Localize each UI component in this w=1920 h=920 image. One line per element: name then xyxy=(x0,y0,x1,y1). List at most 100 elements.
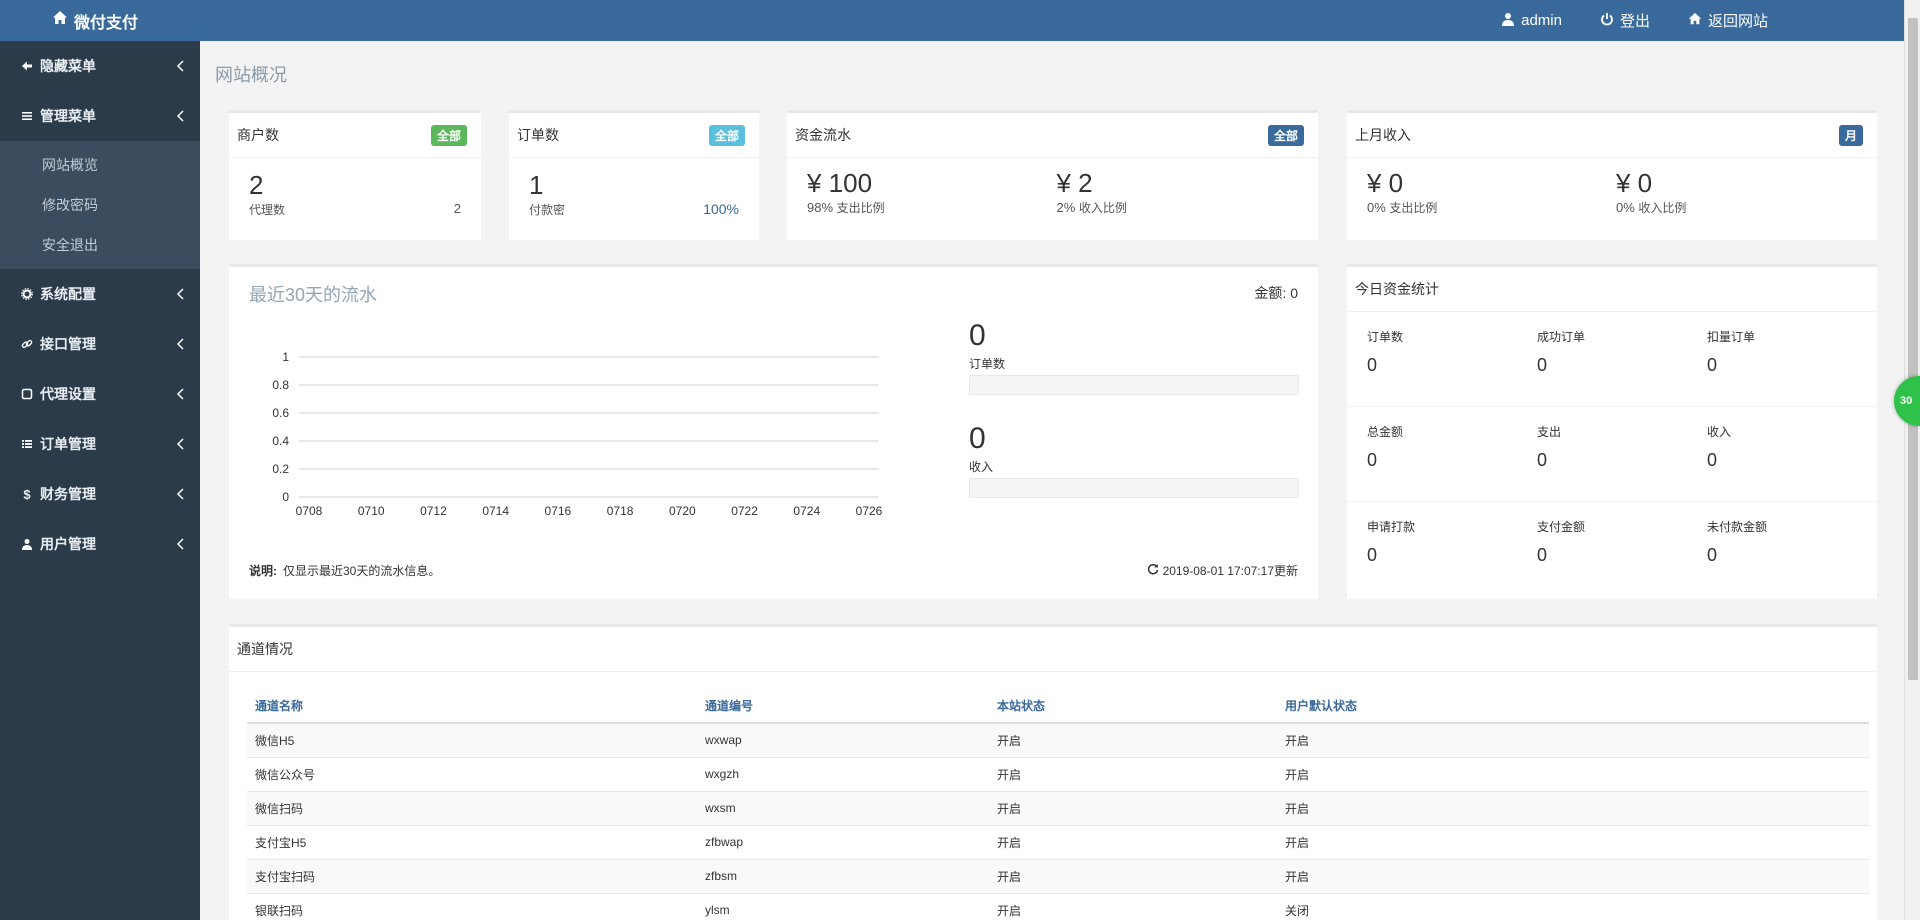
channel-name: 银联扫码 xyxy=(247,892,697,920)
today-funds-card: 今日资金统计 订单数 0 成功订单 0 扣量订单 0 总金额 0 支出 0 收入 0 申请打… xyxy=(1347,264,1877,599)
today-stat-label: 成功订单 xyxy=(1537,330,1586,344)
agent-count-value: 2 xyxy=(453,201,461,216)
amount-label: 金额: xyxy=(1254,285,1287,301)
sidebar-item-user-mgmt[interactable]: 用户管理 xyxy=(0,519,200,569)
sidebar-item-interface-mgmt[interactable]: 接口管理 xyxy=(0,319,200,369)
sidebar: 隐藏菜单 管理菜单 网站概览 修改密码 安全退出 系统配置 接口管理 代理设置 … xyxy=(0,41,200,920)
brand-title: 微付支付 xyxy=(74,14,139,32)
sidebar-item-agent-settings[interactable]: 代理设置 xyxy=(0,369,200,419)
dollar-icon: $ xyxy=(23,486,31,502)
power-icon xyxy=(1600,12,1614,30)
username: admin xyxy=(1521,12,1562,29)
agent-count-label: 代理数 xyxy=(249,203,286,217)
sidebar-item-order-mgmt[interactable]: 订单管理 xyxy=(0,419,200,469)
site-status: 开启 xyxy=(989,824,1277,859)
channel-code: wxgzh xyxy=(697,756,989,791)
site-status: 开启 xyxy=(989,892,1277,920)
back-to-site-link[interactable]: 返回网站 xyxy=(1688,10,1768,31)
page-title: 网站概况 xyxy=(215,65,287,85)
updated-time: 2019-08-01 17:07:17更新 xyxy=(1162,564,1298,578)
refresh-status[interactable]: 2019-08-01 17:07:17更新 xyxy=(1147,562,1298,579)
sidebar-subitem-overview[interactable]: 网站概览 xyxy=(42,157,98,173)
channel-code: wxsm xyxy=(697,790,989,825)
status-badge: 全部 xyxy=(708,124,745,146)
status-badge: 月 xyxy=(1838,124,1863,146)
sidebar-subitem-change-password[interactable]: 修改密码 xyxy=(42,197,98,213)
channel-code: zfbsm xyxy=(697,858,989,893)
arrow-left-icon xyxy=(20,59,34,73)
gear-icon xyxy=(20,287,34,301)
note-text: 仅显示最近30天的流水信息。 xyxy=(283,564,441,578)
channel-name: 微信H5 xyxy=(247,722,697,757)
page-scrollbar[interactable] xyxy=(1904,0,1920,920)
sidebar-item-label: 隐藏菜单 xyxy=(40,58,96,74)
chart-note: 说明: 仅显示最近30天的流水信息。 xyxy=(249,562,440,579)
x-tick-label: 0714 xyxy=(482,504,509,517)
today-stat-label: 申请打款 xyxy=(1367,520,1416,534)
chevron-left-icon xyxy=(176,438,184,450)
column-header[interactable]: 用户默认状态 xyxy=(1277,689,1869,724)
y-tick-label: 0.6 xyxy=(272,406,289,420)
y-tick-label: 1 xyxy=(282,350,289,364)
order-count-value: 1 xyxy=(529,170,544,200)
order-count-card: 订单数 全部 1 付款密 100% xyxy=(509,110,759,240)
sidebar-item-label: 接口管理 xyxy=(40,336,96,352)
x-tick-label: 0716 xyxy=(545,504,572,517)
column-header[interactable]: 通道编号 xyxy=(697,689,989,724)
x-tick-label: 0712 xyxy=(420,504,447,517)
last-month-expense-label: 支出比例 xyxy=(1389,201,1438,215)
note-label: 说明: xyxy=(249,564,277,578)
fund-flow-card: 资金流水 全部 ¥ 100 98% 支出比例 ¥ 2 2% 收入比例 xyxy=(787,110,1318,240)
sidebar-item-admin-menu[interactable]: 管理菜单 xyxy=(0,91,200,141)
today-stat-label: 未付款金额 xyxy=(1707,520,1768,534)
merchant-count-value: 2 xyxy=(249,170,264,200)
sidebar-item-label: 代理设置 xyxy=(40,386,96,402)
today-stat-label: 订单数 xyxy=(1367,330,1404,344)
brand[interactable]: 微付支付 xyxy=(0,0,200,41)
status-badge: 全部 xyxy=(1267,124,1304,146)
today-stat-value: 0 xyxy=(1367,545,1378,565)
today-stat-value: 0 xyxy=(1707,545,1718,565)
site-status: 开启 xyxy=(989,722,1277,757)
expense-pct-label: 支出比例 xyxy=(836,201,885,215)
orders-summary-label: 订单数 xyxy=(969,357,1006,371)
today-stats-row: 订单数 0 成功订单 0 扣量订单 0 xyxy=(1347,312,1877,407)
card-title: 订单数 xyxy=(517,127,559,143)
expense-value: ¥ 100 xyxy=(807,168,873,198)
channel-name: 支付宝扫码 xyxy=(247,858,697,893)
user-default-status: 开启 xyxy=(1277,790,1869,825)
user-default-status: 开启 xyxy=(1277,722,1869,757)
today-stat-label: 总金额 xyxy=(1367,425,1404,439)
today-stat-label: 支出 xyxy=(1537,425,1562,439)
payment-rate-value: 100% xyxy=(703,201,739,217)
orders-summary: 0 订单数 xyxy=(969,319,1299,395)
last-month-income-pct: 0% xyxy=(1616,200,1635,215)
home-icon xyxy=(52,10,68,31)
table-row: 支付宝扫码 zfbsm 开启 开启 xyxy=(247,858,1869,893)
sidebar-item-finance-mgmt[interactable]: $ 财务管理 xyxy=(0,469,200,519)
today-stat-label: 收入 xyxy=(1707,425,1732,439)
sidebar-subitem-safe-exit[interactable]: 安全退出 xyxy=(42,237,98,253)
site-status: 开启 xyxy=(989,756,1277,791)
today-stat-label: 扣量订单 xyxy=(1707,330,1756,344)
last-month-income-label: 收入比例 xyxy=(1638,201,1687,215)
last-month-income-value: ¥ 0 xyxy=(1616,168,1653,198)
today-stat-value: 0 xyxy=(1707,450,1718,470)
sidebar-item-label: 订单管理 xyxy=(40,436,96,452)
user-menu[interactable]: admin xyxy=(1501,12,1562,30)
income-value: ¥ 2 xyxy=(1056,168,1093,198)
user-default-status: 开启 xyxy=(1277,756,1869,791)
channel-name: 微信公众号 xyxy=(247,756,697,791)
scrollbar-thumb[interactable] xyxy=(1908,18,1918,680)
column-header[interactable]: 通道名称 xyxy=(247,689,697,724)
channel-status-card: 通道情况 通道名称 通道编号 本站状态 用户默认状态 微信H5 wxwap 开启 开启… xyxy=(229,624,1877,920)
column-header[interactable]: 本站状态 xyxy=(989,689,1277,724)
card-title: 通道情况 xyxy=(237,641,293,657)
logout-link[interactable]: 登出 xyxy=(1600,10,1650,31)
chevron-left-icon xyxy=(176,388,184,400)
sidebar-item-system-config[interactable]: 系统配置 xyxy=(0,269,200,319)
user-default-status: 关闭 xyxy=(1277,892,1869,920)
sidebar-item-hide-menu[interactable]: 隐藏菜单 xyxy=(0,41,200,91)
card-title: 上月收入 xyxy=(1355,127,1411,143)
channel-code: ylsm xyxy=(697,892,989,920)
